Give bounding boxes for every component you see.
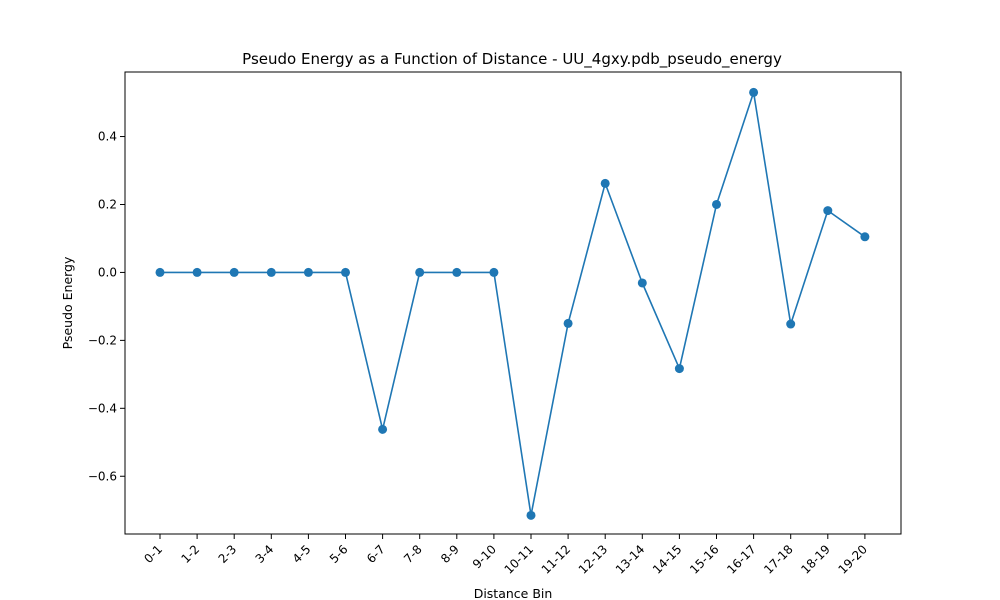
- data-point: [489, 267, 499, 277]
- data-point: [155, 267, 165, 277]
- y-axis-label: Pseudo Energy: [60, 256, 75, 349]
- data-point: [526, 510, 536, 520]
- x-tick-label: 10-11: [502, 542, 537, 577]
- y-axis: −0.6 −0.4 −0.2 0.0 0.2 0.4: [88, 130, 125, 483]
- data-point: [860, 232, 870, 242]
- x-tick-label: 16-17: [724, 542, 759, 577]
- data-point: [712, 199, 721, 209]
- x-tick-label: 8-9: [438, 542, 462, 566]
- data-point: [749, 87, 759, 97]
- x-tick-label: 11-12: [539, 542, 574, 577]
- x-tick-label: 7-8: [401, 542, 425, 566]
- data-point: [637, 278, 647, 288]
- x-tick-label: 12-13: [576, 542, 611, 577]
- x-tick-label: 14-15: [650, 542, 685, 577]
- y-tick-label: −0.6: [88, 469, 117, 483]
- x-tick-label: 18-19: [798, 542, 833, 577]
- y-tick-label: 0.0: [98, 265, 117, 279]
- data-point: [341, 267, 350, 277]
- x-tick-label: 6-7: [364, 542, 388, 566]
- chart-title: Pseudo Energy as a Function of Distance …: [242, 50, 782, 69]
- x-tick-label: 19-20: [835, 542, 870, 577]
- data-point: [823, 206, 833, 216]
- series-layer: [155, 87, 870, 520]
- x-tick-label: 1-2: [178, 542, 202, 566]
- data-point: [303, 267, 313, 277]
- x-tick-label: 9-10: [470, 542, 499, 571]
- data-point: [229, 267, 239, 277]
- x-tick-label: 2-3: [216, 542, 240, 566]
- x-axis: 0-1 1-2 2-3 3-4 4-5 5-6 6-7 7-8 8-9 9-10 10-11 11-1…: [141, 534, 870, 577]
- x-tick-label: 15-16: [687, 542, 722, 577]
- x-tick-label: 5-6: [327, 542, 351, 566]
- data-point: [415, 267, 425, 277]
- data-point: [378, 424, 388, 434]
- data-point: [786, 319, 796, 329]
- x-tick-label: 0-1: [141, 542, 165, 566]
- y-tick-label: −0.4: [88, 401, 117, 415]
- data-point: [192, 267, 202, 277]
- x-tick-label: 17-18: [761, 542, 796, 577]
- y-tick-label: −0.2: [88, 333, 117, 347]
- y-tick-label: 0.4: [98, 130, 117, 144]
- data-point: [674, 364, 684, 374]
- x-tick-label: 4-5: [290, 542, 314, 566]
- x-axis-label: Distance Bin: [474, 586, 553, 600]
- series-line: [160, 91, 866, 517]
- data-point: [452, 267, 462, 277]
- x-tick-label: 13-14: [613, 542, 648, 577]
- x-tick-label: 3-4: [253, 542, 277, 566]
- data-point: [600, 178, 610, 188]
- y-tick-label: 0.2: [98, 197, 117, 211]
- data-point: [266, 267, 276, 277]
- plot-area-frame: [124, 71, 902, 535]
- data-point: [563, 318, 573, 328]
